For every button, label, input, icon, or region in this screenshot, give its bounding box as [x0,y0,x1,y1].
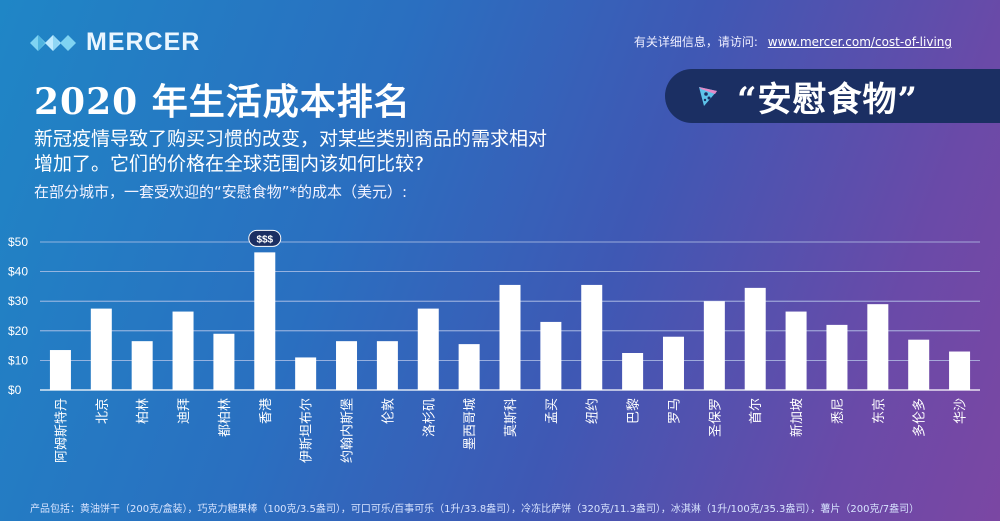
y-tick-label: $10 [8,353,28,367]
bar-17 [703,301,725,390]
bar-10 [417,308,439,390]
category-label: 圣保罗 [708,398,723,437]
category-label: 纽约 [586,398,601,424]
bar-12 [499,284,521,390]
bar-18 [744,287,766,390]
more-info: 有关详细信息，请访问: www.mercer.com/cost-of-livin… [634,33,952,50]
bar-16 [662,336,684,390]
more-info-label: 有关详细信息，请访问: [633,35,758,49]
bar-19 [785,311,807,390]
bar-22 [908,339,930,390]
bar-14 [581,284,603,390]
category-label: 都柏林 [218,398,233,437]
footnote: 产品包括：黄油饼干（200克/盒装），巧克力糖果棒（100克/3.5盎司），可口… [30,504,920,515]
pizza-slice-icon [699,87,717,106]
category-label: 柏林 [136,398,151,424]
y-tick-label: $30 [8,294,28,308]
bar-1 [49,350,71,390]
category-label: 伦敦 [380,398,396,424]
category-label: 迪拜 [177,398,192,424]
bar-3 [131,341,153,390]
y-tick-label: $20 [8,324,28,338]
category-label: 伊斯坦布尔 [300,398,315,463]
category-label: 墨西哥城 [463,398,478,450]
category-label: 新加坡 [789,398,805,437]
bar-2 [90,308,112,390]
bar-13 [540,321,562,390]
mercer-logo-icon [30,34,76,51]
highlight-badge [248,229,282,247]
category-label: 东京 [872,398,887,424]
category-label: 阿姆斯特丹 [54,398,69,463]
bar-11 [458,344,480,390]
category-label: 北京 [95,398,110,424]
bar-5 [213,333,235,390]
more-info-link[interactable]: www.mercer.com/cost-of-living [767,35,952,49]
bar-4 [172,311,194,390]
bar-20 [826,324,848,390]
bar-23 [949,351,971,390]
category-label: 孟买 [545,398,560,424]
category-label: 莫斯科 [504,398,519,437]
subtitle: 新冠疫情导致了购买习惯的改变，对某些类别商品的需求相对增加了。它们的价格在全球范… [34,128,548,175]
topic-badge-label: “安慰食物” [737,79,919,120]
category-label: 约翰内斯堡 [340,398,356,463]
category-label: 悉尼 [831,398,846,424]
y-tick-label: $0 [8,383,22,397]
category-label: 香港 [259,398,274,424]
y-tick-label: $40 [8,265,28,279]
category-label: 首尔 [749,398,764,424]
chart-caption: 在部分城市，一套受欢迎的“安慰食物”*的成本（美元）: [34,183,408,201]
bar-8 [336,341,358,390]
bar-7 [295,357,317,390]
bar-9 [376,341,398,390]
category-label: 华沙 [954,398,969,424]
brand-name: MERCER [86,28,201,56]
category-label: 巴黎 [627,398,642,424]
mercer-logo: MERCER [30,28,200,57]
topic-badge: “安慰食物” [665,69,1000,123]
page-title: 2020 年生活成本排名 [34,81,411,123]
bar-21 [867,304,889,390]
bar-6 [254,252,276,390]
y-tick-label: $50 [8,235,28,249]
category-label: 罗马 [667,398,682,424]
category-label: 洛杉矶 [422,398,437,437]
highlight-badge-label: $$$ [256,234,273,245]
bar-15 [622,353,644,390]
category-label: 多伦多 [912,398,928,437]
